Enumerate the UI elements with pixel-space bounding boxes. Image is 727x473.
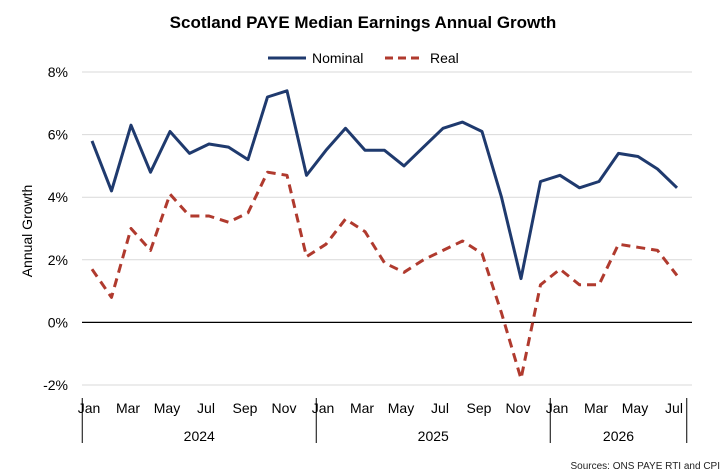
- x-tick-label: Mar: [350, 400, 374, 416]
- x-tick-label: Jan: [546, 400, 569, 416]
- legend: Nominal Real: [268, 50, 459, 66]
- y-tick-labels: -2% 0% 2% 4% 6% 8%: [43, 64, 68, 393]
- year-label: 2024: [184, 428, 215, 444]
- chart-title: Scotland PAYE Median Earnings Annual Gro…: [170, 13, 557, 32]
- legend-real-label: Real: [430, 50, 459, 66]
- year-label: 2025: [418, 428, 449, 444]
- x-tick-label: May: [154, 400, 180, 416]
- x-tick-label: Nov: [506, 400, 531, 416]
- x-axis: Jan Mar May Jul Sep Nov Jan Mar May Jul Sep Nov Jan M…: [78, 398, 688, 444]
- x-tick-label: Jan: [312, 400, 335, 416]
- x-tick-label: Mar: [584, 400, 608, 416]
- y-tick-label: -2%: [43, 377, 68, 393]
- source-note: Sources: ONS PAYE RTI and CPI: [570, 461, 720, 472]
- x-tick-label: May: [388, 400, 414, 416]
- year-label: 2026: [603, 428, 634, 444]
- y-tick-label: 0%: [48, 314, 68, 330]
- x-tick-label: Jan: [78, 400, 101, 416]
- y-tick-label: 8%: [48, 64, 68, 80]
- y-axis-label: Annual Growth: [19, 185, 35, 278]
- x-tick-label: May: [622, 400, 648, 416]
- y-tick-label: 6%: [48, 127, 68, 143]
- series-line-nominal: [90, 89, 679, 281]
- x-tick-label: Jul: [431, 400, 449, 416]
- series-lines: [90, 89, 679, 381]
- x-tick-label: Mar: [116, 400, 140, 416]
- y-tick-label: 2%: [48, 252, 68, 268]
- series-line-real: [90, 170, 679, 381]
- legend-nominal-label: Nominal: [312, 50, 363, 66]
- x-tick-label: Sep: [233, 400, 258, 416]
- gridlines: [82, 71, 692, 386]
- y-tick-label: 4%: [48, 189, 68, 205]
- x-tick-label: Sep: [467, 400, 492, 416]
- x-tick-label: Jul: [197, 400, 215, 416]
- x-tick-label: Nov: [272, 400, 297, 416]
- x-tick-label: Jul: [665, 400, 683, 416]
